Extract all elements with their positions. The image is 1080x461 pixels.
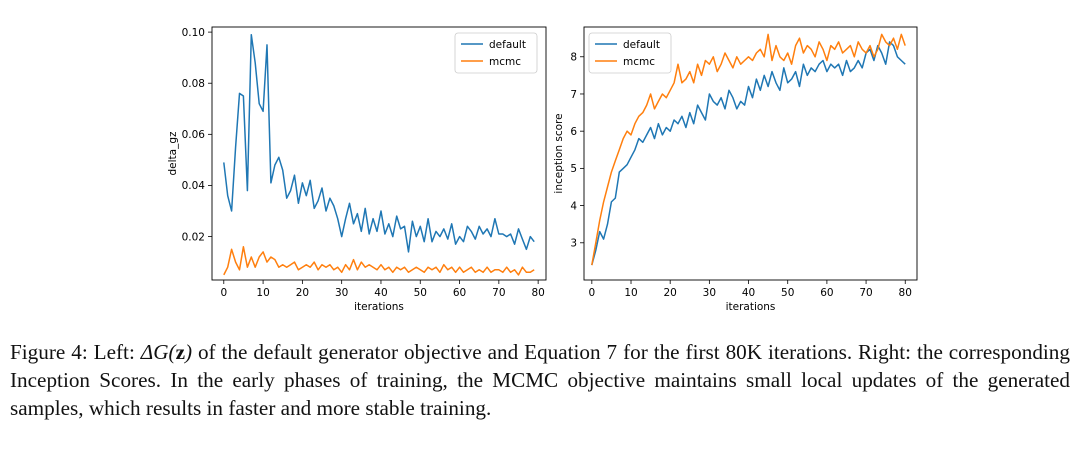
right-xtick-label: 70	[859, 287, 872, 299]
left-xtick-label: 0	[220, 287, 227, 299]
right-ytick-label: 4	[570, 200, 577, 212]
right-legend-box	[588, 32, 672, 74]
left-legend-label-mcmc: mcmc	[489, 56, 521, 68]
right-ytick-label: 5	[570, 163, 577, 175]
right-xtick-label: 0	[588, 287, 595, 299]
right-xtick-label: 20	[664, 287, 677, 299]
left-ylabel: delta_gz	[167, 131, 179, 176]
left-xtick-label: 10	[256, 287, 269, 299]
right-ytick-label: 8	[570, 52, 577, 64]
left-plot-frame	[211, 26, 547, 281]
right-plot-frame	[583, 26, 918, 281]
left-xtick-label: 20	[296, 287, 309, 299]
left-series-mcmc	[223, 246, 535, 276]
left-xlabel: iterations	[354, 301, 404, 313]
left-xtick-label: 70	[492, 287, 505, 299]
left-legend-box	[454, 32, 538, 74]
right-ylabel: inception score	[553, 113, 565, 193]
left-ytick-label: 0.08	[182, 78, 205, 90]
left-xtick-label: 40	[374, 287, 387, 299]
left-ytick-label: 0.06	[182, 129, 206, 141]
left-ytick-label: 0.10	[182, 27, 205, 39]
right-xtick-label: 50	[781, 287, 794, 299]
left-legend-label-default: default	[489, 39, 526, 51]
right-series-mcmc	[591, 33, 906, 266]
right-ytick-label: 6	[570, 126, 577, 138]
caption-math-z: z	[175, 340, 185, 364]
caption-math-delta: ΔG(	[140, 340, 176, 364]
chart-left-delta-gz: 0 10 20 30 40 50 60 70 80 0.02 0.04 0.06 0.08 0.10 ite…	[167, 26, 547, 313]
chart-right-inception-score: 0 10 20 30 40 50 60 70 80 3 4 5 6 7 8 iterations incepti…	[553, 26, 918, 313]
right-xtick-label: 10	[624, 287, 637, 299]
right-legend-label-mcmc: mcmc	[623, 56, 655, 68]
left-xtick-label: 60	[453, 287, 466, 299]
left-ytick-label: 0.04	[182, 180, 206, 192]
right-xlabel: iterations	[726, 301, 776, 313]
left-xtick-label: 50	[414, 287, 427, 299]
caption-math-close: )	[184, 340, 193, 364]
figure-caption: Figure 4: Left: ΔG(z) of the default gen…	[10, 338, 1070, 422]
right-series-default	[591, 41, 906, 266]
left-series-default	[223, 33, 535, 253]
caption-text: of the default generator objective and E…	[10, 340, 1070, 420]
right-xtick-label: 60	[820, 287, 833, 299]
figure: 0 10 20 30 40 50 60 70 800.020.040.060.080.10ite…	[167, 26, 918, 313]
left-ytick-label: 0.02	[182, 231, 205, 243]
right-ytick-label: 7	[570, 89, 577, 101]
right-xtick-label: 80	[899, 287, 912, 299]
caption-label: Figure 4: Left:	[10, 340, 141, 364]
right-legend-label-default: default	[623, 39, 660, 51]
right-xtick-label: 30	[703, 287, 716, 299]
right-xtick-label: 40	[742, 287, 755, 299]
left-xtick-label: 80	[531, 287, 544, 299]
left-xtick-label: 30	[335, 287, 348, 299]
right-ytick-label: 3	[570, 238, 577, 250]
